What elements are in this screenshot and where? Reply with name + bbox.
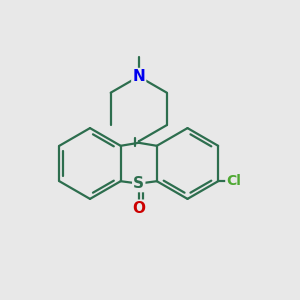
Text: O: O bbox=[132, 201, 145, 216]
Text: S: S bbox=[133, 176, 144, 191]
Text: N: N bbox=[132, 69, 145, 84]
Text: Cl: Cl bbox=[226, 174, 241, 188]
